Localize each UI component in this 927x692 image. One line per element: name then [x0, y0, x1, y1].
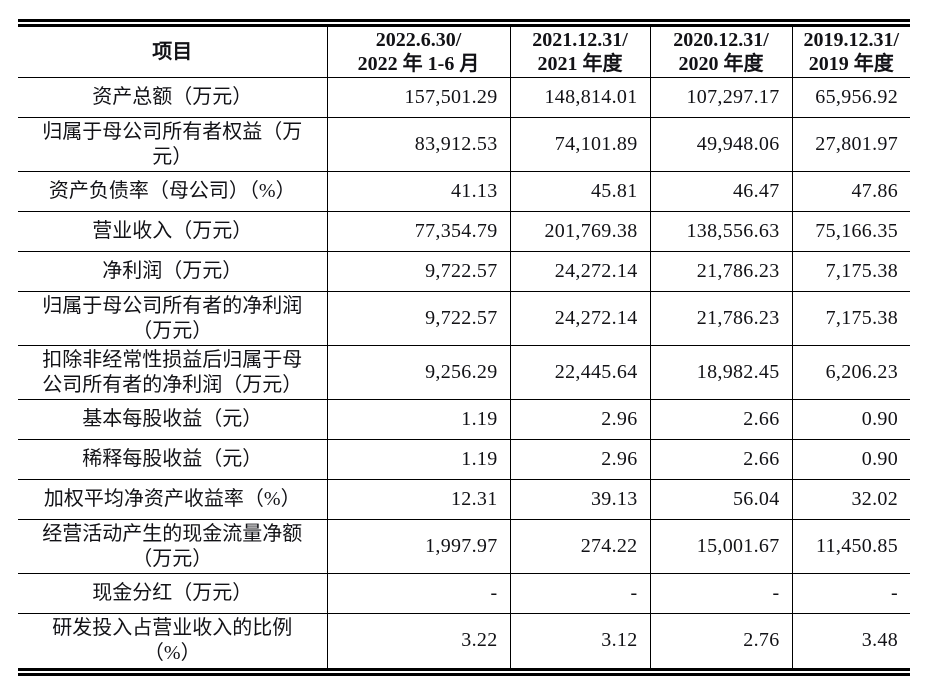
value-cell: 47.86 [791, 171, 910, 212]
value-cell: 107,297.17 [649, 77, 792, 118]
value-cell: - [509, 573, 650, 614]
item-cell: 加权平均净资产收益率（%） [43, 488, 301, 510]
value-cell: 157,501.29 [326, 77, 510, 118]
value-cell: 65,956.92 [791, 77, 910, 118]
value-cell: 22,445.64 [509, 345, 650, 400]
value-cell: 11,450.85 [791, 519, 910, 574]
value-cell: 2.96 [509, 439, 650, 480]
value-cell: 83,912.53 [326, 117, 510, 172]
value-cell: 18,982.45 [649, 345, 792, 400]
header-cell-period: 2020.12.31/ 2020 年度 [649, 27, 792, 78]
table-row: 资产总额（万元） 157,501.29 148,814.01 107,297.17 65… [18, 77, 910, 118]
value-cell: 24,272.14 [509, 251, 650, 292]
table-row: 加权平均净资产收益率（%） 12.31 39.13 56.04 32.02 [18, 479, 910, 520]
value-cell: 2.76 [649, 613, 792, 668]
item-cell: 研发投入占营业收入的比例 （%） [52, 616, 293, 664]
value-cell: 3.22 [326, 613, 510, 668]
table-row: 研发投入占营业收入的比例 （%） 3.22 3.12 2.76 3.48 [18, 613, 910, 668]
value-cell: 9,722.57 [326, 251, 510, 292]
value-cell: 21,786.23 [649, 291, 792, 346]
value-cell: 3.48 [791, 613, 910, 668]
item-cell: 净利润（万元） [102, 260, 243, 282]
value-cell: - [326, 573, 510, 614]
table-row: 经营活动产生的现金流量净额 （万元） 1,997.97 274.22 15,001.6… [18, 519, 910, 574]
table-top-rule [18, 19, 910, 27]
value-cell: 3.12 [509, 613, 650, 668]
value-cell: 46.47 [649, 171, 792, 212]
value-cell: 1.19 [326, 399, 510, 440]
value-cell: 1.19 [326, 439, 510, 480]
value-cell: 39.13 [509, 479, 650, 520]
value-cell: 6,206.23 [791, 345, 910, 400]
value-cell: 12.31 [326, 479, 510, 520]
table-row: 资产负债率（母公司）（%） 41.13 45.81 46.47 47.86 [18, 171, 910, 212]
value-cell: 0.90 [791, 439, 910, 480]
value-cell: 1,997.97 [326, 519, 510, 574]
value-cell: 15,001.67 [649, 519, 792, 574]
value-cell: 41.13 [326, 171, 510, 212]
table-body: 资产总额（万元） 157,501.29 148,814.01 107,297.17 65… [18, 77, 910, 668]
table-row: 归属于母公司所有者的净利润 （万元） 9,722.57 24,272.14 21,78… [18, 291, 910, 346]
value-cell: 274.22 [509, 519, 650, 574]
item-cell: 基本每股收益（元） [82, 408, 263, 430]
item-cell: 归属于母公司所有者权益（万 元） [42, 120, 303, 168]
header-cell-period: 2021.12.31/ 2021 年度 [509, 27, 650, 78]
value-cell: 7,175.38 [791, 251, 910, 292]
financial-summary-table: 项目 2022.6.30/ 2022 年 1-6 月 2021.12.31/ 202… [18, 19, 910, 676]
table-row: 扣除非经常性损益后归属于母 公司所有者的净利润（万元） 9,256.29 22,44… [18, 345, 910, 400]
value-cell: 74,101.89 [509, 117, 650, 172]
table-bottom-rule [18, 667, 910, 676]
value-cell: 7,175.38 [791, 291, 910, 346]
value-cell: 24,272.14 [509, 291, 650, 346]
value-cell: 32.02 [791, 479, 910, 520]
value-cell: 148,814.01 [509, 77, 650, 118]
table-row: 现金分红（万元） - - - - [18, 573, 910, 614]
header-cell-period: 2022.6.30/ 2022 年 1-6 月 [326, 27, 510, 78]
value-cell: 201,769.38 [509, 211, 650, 252]
value-cell: 138,556.63 [649, 211, 792, 252]
value-cell: 56.04 [649, 479, 792, 520]
value-cell: 2.66 [649, 439, 792, 480]
item-cell: 归属于母公司所有者的净利润 （万元） [42, 294, 303, 342]
value-cell: 27,801.97 [791, 117, 910, 172]
value-cell: 2.96 [509, 399, 650, 440]
value-cell: - [649, 573, 792, 614]
item-cell: 现金分红（万元） [92, 582, 253, 604]
item-cell: 扣除非经常性损益后归属于母 公司所有者的净利润（万元） [42, 348, 303, 396]
header-row: 项目 2022.6.30/ 2022 年 1-6 月 2021.12.31/ 202… [18, 27, 910, 78]
item-cell: 稀释每股收益（元） [82, 448, 263, 470]
table-row: 稀释每股收益（元） 1.19 2.96 2.66 0.90 [18, 439, 910, 480]
value-cell: 9,722.57 [326, 291, 510, 346]
item-cell: 资产总额（万元） [92, 86, 253, 108]
value-cell: 0.90 [791, 399, 910, 440]
table-row: 净利润（万元） 9,722.57 24,272.14 21,786.23 7,175.3… [18, 251, 910, 292]
value-cell: 49,948.06 [649, 117, 792, 172]
value-cell: 9,256.29 [326, 345, 510, 400]
header-cell-period: 2019.12.31/ 2019 年度 [791, 27, 910, 78]
value-cell: 21,786.23 [649, 251, 792, 292]
financial-table: 项目 2022.6.30/ 2022 年 1-6 月 2021.12.31/ 202… [18, 27, 910, 668]
value-cell: - [791, 573, 910, 614]
value-cell: 45.81 [509, 171, 650, 212]
table-row: 营业收入（万元） 77,354.79 201,769.38 138,556.63 75,… [18, 211, 910, 252]
item-cell: 经营活动产生的现金流量净额 （万元） [42, 522, 303, 570]
item-cell: 营业收入（万元） [92, 220, 253, 242]
header-cell-item: 项目 [152, 41, 193, 63]
table-row: 基本每股收益（元） 1.19 2.96 2.66 0.90 [18, 399, 910, 440]
value-cell: 75,166.35 [791, 211, 910, 252]
value-cell: 2.66 [649, 399, 792, 440]
value-cell: 77,354.79 [326, 211, 510, 252]
table-row: 归属于母公司所有者权益（万 元） 83,912.53 74,101.89 49,948… [18, 117, 910, 172]
item-cell: 资产负债率（母公司）（%） [48, 180, 296, 202]
